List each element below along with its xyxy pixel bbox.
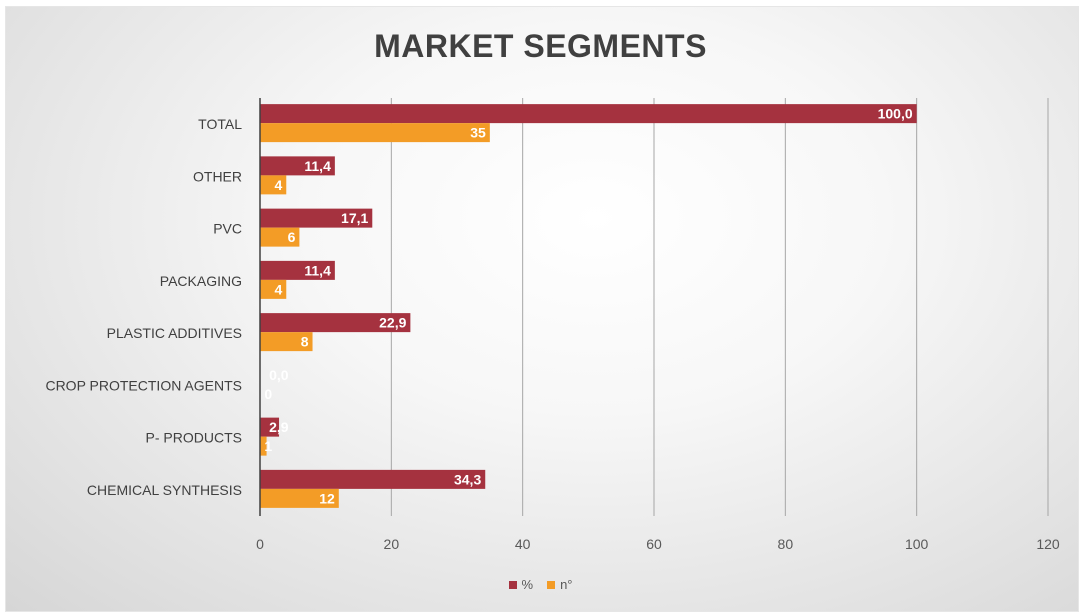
bar-count <box>260 123 490 143</box>
data-label: 11,4 <box>304 158 331 174</box>
x-tick-label: 80 <box>778 536 794 552</box>
x-tick-label: 60 <box>646 536 662 552</box>
legend-label: % <box>521 577 534 592</box>
data-label: 0,0 <box>269 367 289 383</box>
x-tick-label: 20 <box>384 536 400 552</box>
bar-percent <box>260 260 335 280</box>
bar-percent <box>260 104 917 124</box>
data-label: 34,3 <box>454 471 481 487</box>
bar-count <box>260 279 287 299</box>
data-label: 22,9 <box>379 315 406 331</box>
x-tick-label: 0 <box>256 536 264 552</box>
bar-count <box>260 436 267 456</box>
category-label: PLASTIC ADDITIVES <box>107 325 242 341</box>
data-label: 11,4 <box>304 262 331 278</box>
data-label: 17,1 <box>341 210 368 226</box>
data-label: 0 <box>264 386 272 402</box>
category-label: PVC <box>213 221 242 237</box>
legend-swatch <box>508 580 517 589</box>
data-label: 8 <box>301 334 309 350</box>
data-label: 35 <box>470 125 486 141</box>
bar-count <box>260 227 300 247</box>
data-label: 6 <box>288 229 296 245</box>
legend-swatch <box>547 580 556 589</box>
bar-count <box>260 332 313 352</box>
category-label: OTHER <box>193 168 242 184</box>
legend-item: % <box>508 577 534 592</box>
category-label: TOTAL <box>198 116 242 132</box>
data-label: 100,0 <box>878 106 913 122</box>
category-label: P- PRODUCTS <box>146 430 242 446</box>
bar-percent <box>260 156 335 176</box>
chart-legend: % n° <box>0 577 1081 592</box>
category-label: CROP PROTECTION AGENTS <box>45 377 242 393</box>
category-label: CHEMICAL SYNTHESIS <box>87 482 242 498</box>
x-tick-label: 40 <box>515 536 531 552</box>
category-label: PACKAGING <box>160 273 242 289</box>
x-tick-label: 120 <box>1036 536 1060 552</box>
bar-percent <box>260 313 411 333</box>
data-label: 4 <box>274 281 282 297</box>
data-label: 4 <box>274 177 282 193</box>
data-label: 1 <box>264 438 272 454</box>
x-tick-label: 100 <box>905 536 929 552</box>
bar-percent <box>260 469 486 489</box>
chart-title: MARKET SEGMENTS <box>374 28 707 64</box>
bar-percent <box>260 417 280 437</box>
legend-label: n° <box>560 577 573 592</box>
bar-count <box>260 175 287 195</box>
data-label: 12 <box>319 490 335 506</box>
bar-count <box>260 488 339 508</box>
data-label: 2,9 <box>269 419 289 435</box>
bar-percent <box>260 208 373 228</box>
legend-item: n° <box>547 577 573 592</box>
